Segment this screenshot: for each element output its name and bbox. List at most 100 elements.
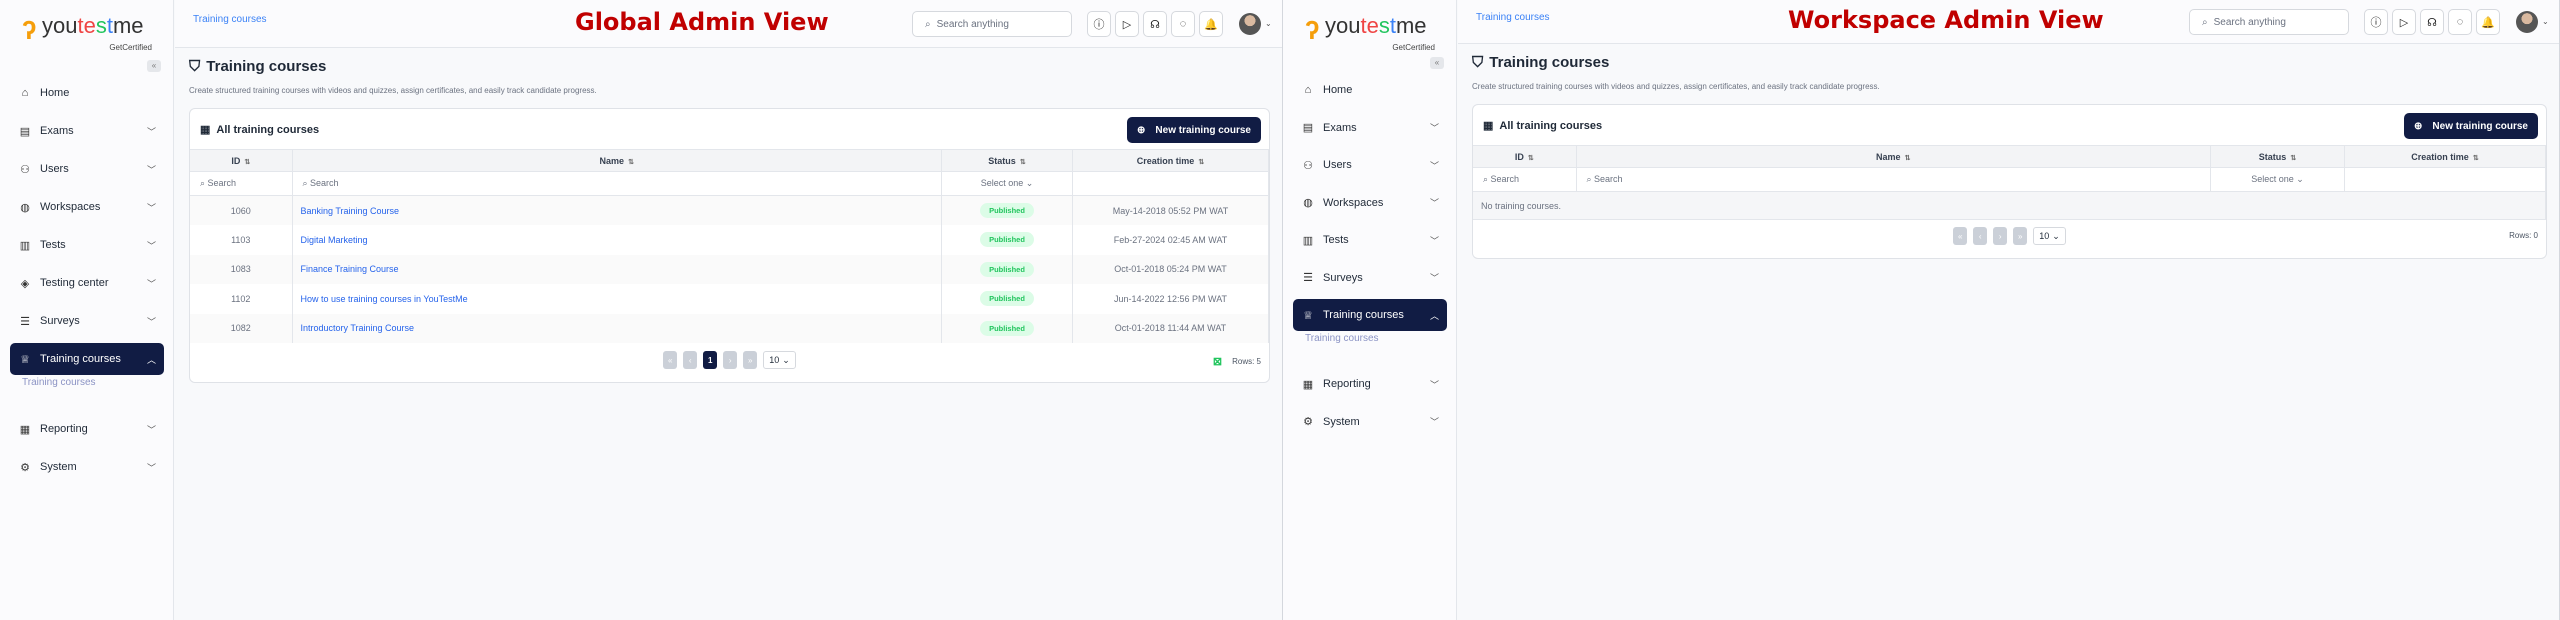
chevron-down-icon[interactable]: ⌄ <box>1265 19 1272 28</box>
column-header-creation-time[interactable]: Creation time ⇅ <box>2344 145 2546 168</box>
chat-button[interactable]: ◌ <box>1171 11 1195 37</box>
table-row[interactable]: 1083 Finance Training Course Published Oct-… <box>190 254 1269 284</box>
column-header-id[interactable]: ID ⇅ <box>190 149 293 172</box>
chat-button[interactable]: ◌ <box>2448 9 2472 35</box>
sidebar-item-home[interactable]: ⌂ Home <box>10 77 164 109</box>
sort-icon[interactable]: ⇅ <box>2290 154 2297 162</box>
sidebar-item-tests[interactable]: ▥ Tests ﹀ <box>1302 234 1439 247</box>
sort-icon[interactable]: ⇅ <box>1019 158 1026 166</box>
sidebar-subitem-training-courses[interactable]: Training courses <box>1305 332 1379 344</box>
column-header-creation-time[interactable]: Creation time ⇅ <box>1072 149 1269 172</box>
excel-export-icon[interactable]: ⊠ <box>1212 356 1223 368</box>
column-header-name[interactable]: Name ⇅ <box>292 149 942 172</box>
breadcrumb[interactable]: Training courses <box>1476 12 1550 23</box>
bell-button[interactable]: 🔔 <box>2476 9 2500 35</box>
search-input[interactable]: ⌕ Search anything <box>912 11 1072 37</box>
table-icon: ▦ <box>200 124 211 136</box>
page-button[interactable]: 1 <box>703 351 718 369</box>
sort-icon[interactable]: ⇅ <box>1904 154 1911 162</box>
sidebar-item-testing-center[interactable]: ◈ Testing center ﹀ <box>10 267 164 299</box>
id-search-input[interactable]: ⌕ Search <box>190 171 293 196</box>
breadcrumb[interactable]: Training courses <box>193 14 267 25</box>
first-page-button[interactable]: « <box>1953 227 1968 245</box>
sidebar-subitem-training-courses[interactable]: Training courses <box>22 377 96 388</box>
sidebar-item-exams[interactable]: ▤ Exams ﹀ <box>1302 121 1439 135</box>
logo[interactable]: ʔ youtestme GetCertified <box>1305 13 1435 53</box>
avatar[interactable] <box>2516 11 2538 33</box>
headset-icon: ☊ <box>1150 18 1160 31</box>
table-row[interactable]: 1082 Introductory Training Course Publishe… <box>190 313 1269 343</box>
name-search-input[interactable]: ⌕ Search <box>1576 167 2211 192</box>
headset-button[interactable]: ☊ <box>2420 9 2444 35</box>
status-filter-select[interactable]: Select one ⌄ <box>2210 167 2345 192</box>
page-size-select[interactable]: 10 ⌄ <box>2033 227 2066 245</box>
chevron-down-icon[interactable]: ⌄ <box>2542 17 2549 26</box>
logo[interactable]: ʔ youtestme GetCertified <box>22 13 152 53</box>
name-search-input[interactable]: ⌕ Search <box>292 171 942 196</box>
sort-icon[interactable]: ⇅ <box>628 158 634 166</box>
chevron-down-icon: ﹀ <box>146 164 156 175</box>
play-button[interactable]: ▷ <box>1115 11 1139 37</box>
collapse-sidebar-button[interactable]: « <box>1430 57 1444 69</box>
next-page-button[interactable]: › <box>723 351 738 369</box>
new-training-course-button[interactable]: ⊕ New training course <box>1127 117 1261 143</box>
chevron-up-icon: ︿ <box>1429 310 1439 321</box>
first-page-button[interactable]: « <box>663 351 678 369</box>
sort-icon[interactable]: ⇅ <box>1527 154 1534 162</box>
last-page-button[interactable]: » <box>2013 227 2028 245</box>
column-header-name[interactable]: Name ⇅ <box>1576 145 2211 168</box>
sidebar-item-home[interactable]: ⌂ Home <box>1293 74 1447 106</box>
help-button[interactable]: ⓘ <box>1087 11 1111 37</box>
page-title: ⛉ Training courses <box>1472 54 1610 71</box>
headset-button[interactable]: ☊ <box>1143 11 1167 37</box>
help-button[interactable]: ⓘ <box>2364 9 2388 35</box>
sidebar-item-system[interactable]: ⚙ System ﹀ <box>10 451 164 483</box>
new-training-course-button[interactable]: ⊕ New training course <box>2404 113 2538 139</box>
course-id: 1083 <box>190 254 293 284</box>
collapse-sidebar-button[interactable]: « <box>147 60 161 72</box>
bell-button[interactable]: 🔔 <box>1199 11 1223 37</box>
sidebar-item-training-courses[interactable]: ♕ Training courses ︿ <box>10 343 164 375</box>
sidebar-item-exams[interactable]: ▤ Exams ﹀ <box>19 125 156 138</box>
course-name-link[interactable]: Banking Training Course <box>292 195 942 225</box>
course-name-link[interactable]: Finance Training Course <box>292 254 942 284</box>
play-button[interactable]: ▷ <box>2392 9 2416 35</box>
course-name-link[interactable]: Digital Marketing <box>292 225 942 255</box>
bell-icon: 🔔 <box>2481 16 2495 29</box>
sort-icon[interactable]: ⇅ <box>1198 158 1205 166</box>
sidebar-item-reporting[interactable]: ▦ Reporting ﹀ <box>1302 378 1439 391</box>
column-header-id[interactable]: ID ⇅ <box>1473 145 1577 168</box>
rows-count: Rows: 0 <box>2509 231 2538 240</box>
sidebar-item-training-courses[interactable]: ♕ Training courses ︿ <box>1293 299 1447 331</box>
course-name-link[interactable]: Introductory Training Course <box>292 313 942 343</box>
prev-page-button[interactable]: ‹ <box>683 351 698 369</box>
id-search-input[interactable]: ⌕ Search <box>1473 167 1577 192</box>
sidebar-item-users[interactable]: ⚇ Users ﹀ <box>10 153 164 185</box>
sidebar-item-reporting[interactable]: ▦ Reporting ﹀ <box>19 423 156 436</box>
status-filter-select[interactable]: Select one ⌄ <box>941 171 1073 196</box>
column-header-status[interactable]: Status ⇅ <box>941 149 1073 172</box>
table-row[interactable]: 1103 Digital Marketing Published Feb-27-202… <box>190 225 1269 255</box>
sidebar-item-surveys[interactable]: ☰ Surveys ﹀ <box>10 305 164 337</box>
sidebar-item-workspaces[interactable]: ◍ Workspaces ﹀ <box>10 191 164 223</box>
chevron-up-icon: ︿ <box>146 354 156 365</box>
table-row[interactable]: 1060 Banking Training Course Published May-… <box>190 195 1269 225</box>
avatar[interactable] <box>1239 13 1261 35</box>
column-header-status[interactable]: Status ⇅ <box>2210 145 2345 168</box>
sort-icon[interactable]: ⇅ <box>2472 154 2479 162</box>
sidebar-item-workspaces[interactable]: ◍ Workspaces ﹀ <box>1293 187 1447 219</box>
next-page-button[interactable]: › <box>1993 227 2008 245</box>
last-page-button[interactable]: » <box>743 351 758 369</box>
table-row[interactable]: 1102 How to use training courses in YouTe… <box>190 284 1269 314</box>
page-size-select[interactable]: 10 ⌄ <box>763 351 796 369</box>
course-name-link[interactable]: How to use training courses in YouTestMe <box>292 284 942 314</box>
sidebar-item-tests[interactable]: ▥ Tests ﹀ <box>19 239 156 252</box>
sidebar-item-system[interactable]: ⚙ System ﹀ <box>1293 406 1447 438</box>
search-input[interactable]: ⌕ Search anything <box>2189 9 2349 35</box>
sidebar-item-users[interactable]: ⚇ Users ﹀ <box>1293 149 1447 181</box>
table-icon: ▦ <box>1483 120 1494 132</box>
prev-page-button[interactable]: ‹ <box>1973 227 1988 245</box>
sort-icon[interactable]: ⇅ <box>244 158 251 166</box>
sidebar-item-surveys[interactable]: ☰ Surveys ﹀ <box>1293 262 1447 294</box>
workspace-admin-panel: ʔ youtestme GetCertified « ⌂ Home ▤ Exams … <box>1283 0 2560 620</box>
